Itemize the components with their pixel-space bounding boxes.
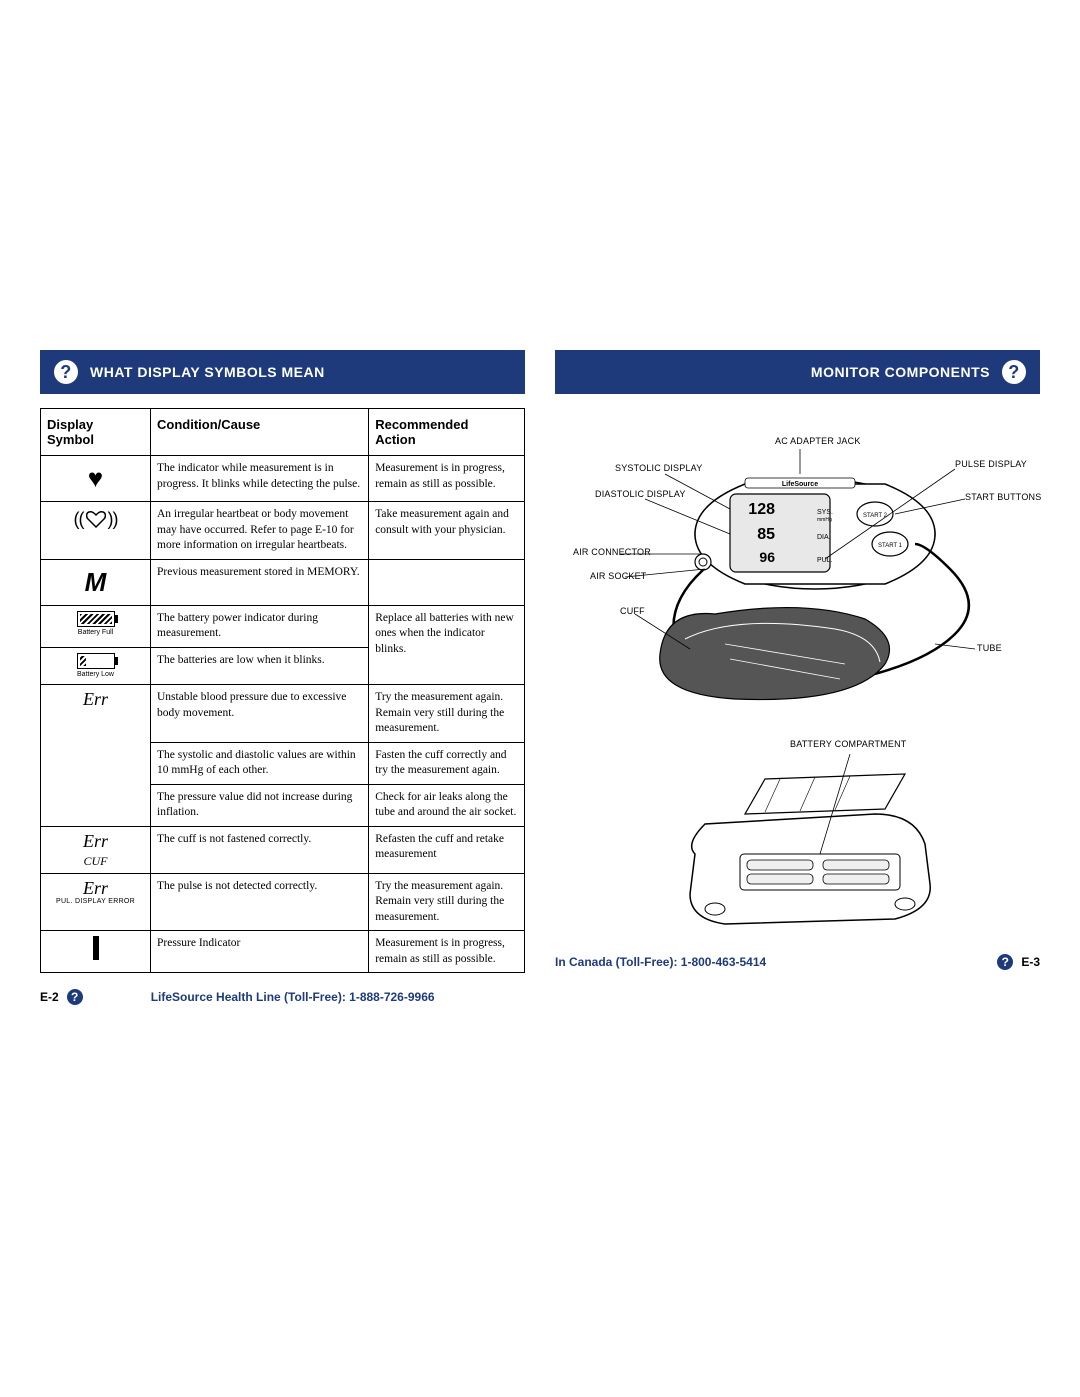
th-action: RecommendedAction xyxy=(369,409,525,456)
cell-condition: The cuff is not fastened correctly. xyxy=(151,826,369,873)
cell-action: Try the measurement again. Remain very s… xyxy=(369,873,525,931)
cell-condition: Previous measurement stored in MEMORY. xyxy=(151,559,369,605)
err-cuf-icon: ErrCUF xyxy=(47,832,144,868)
table-row: Err PUL. DISPLAY ERROR The pulse is not … xyxy=(41,873,525,931)
cell-action: Refasten the cuff and retake measurement xyxy=(369,826,525,873)
table-row: Pressure Indicator Measurement is in pro… xyxy=(41,931,525,973)
question-icon: ? xyxy=(54,360,78,384)
monitor-diagram: 128 SYS. mmHg 85 DIA. 96 PUL. START 2 ST… xyxy=(555,414,1040,954)
cell-condition: The battery power indicator during measu… xyxy=(151,605,369,647)
th-condition: Condition/Cause xyxy=(151,409,369,456)
table-row: Err Unstable blood pressure due to exces… xyxy=(41,685,525,743)
symbols-table: DisplaySymbol Condition/Cause Recommende… xyxy=(40,408,525,973)
heart-icon: ♥ xyxy=(88,464,103,493)
cell-condition: The pressure value did not increase duri… xyxy=(151,784,369,826)
cell-condition: Unstable blood pressure due to excessive… xyxy=(151,685,369,743)
irregular-heartbeat-icon: (()) xyxy=(74,507,118,531)
svg-text:96: 96 xyxy=(759,549,775,565)
table-row: ♥ The indicator while measurement is in … xyxy=(41,456,525,502)
svg-text:PUL.: PUL. xyxy=(817,557,833,564)
label-battery-compartment: BATTERY COMPARTMENT xyxy=(790,739,906,749)
label-systolic: SYSTOLIC DISPLAY xyxy=(615,463,702,473)
left-header-title: WHAT DISPLAY SYMBOLS MEAN xyxy=(90,364,325,380)
battery-low-icon: Battery Low xyxy=(47,653,144,679)
svg-text:DIA.: DIA. xyxy=(817,534,831,541)
cell-condition: The pulse is not detected correctly. xyxy=(151,873,369,931)
page-number-right: E-3 xyxy=(1021,955,1040,969)
table-row: M Previous measurement stored in MEMORY. xyxy=(41,559,525,605)
right-footer: In Canada (Toll-Free): 1-800-463-5414 ? … xyxy=(555,954,1040,970)
label-pulse: PULSE DISPLAY xyxy=(955,459,1027,469)
cell-condition: Pressure Indicator xyxy=(151,931,369,973)
svg-text:mmHg: mmHg xyxy=(817,517,832,523)
label-air-connector: AIR CONNECTOR xyxy=(573,547,651,557)
cell-action: Take measurement again and consult with … xyxy=(369,502,525,560)
table-row: Battery Full The battery power indicator… xyxy=(41,605,525,647)
table-row: ErrCUF The cuff is not fastened correctl… xyxy=(41,826,525,873)
left-footer: E-2 ? LifeSource Health Line (Toll-Free)… xyxy=(40,989,525,1005)
cell-action: Replace all batteries with new ones when… xyxy=(369,605,525,684)
right-footer-text: In Canada (Toll-Free): 1-800-463-5414 xyxy=(555,955,766,969)
right-header-bar: MONITOR COMPONENTS ? xyxy=(555,350,1040,394)
cell-action xyxy=(369,559,525,605)
table-row: (()) An irregular heartbeat or body move… xyxy=(41,502,525,560)
svg-text:85: 85 xyxy=(757,526,775,543)
label-ac-adapter: AC ADAPTER JACK xyxy=(775,436,861,446)
err-icon: Err xyxy=(83,689,108,709)
memory-icon: M xyxy=(85,567,107,597)
cell-condition: The indicator while measurement is in pr… xyxy=(151,456,369,502)
cell-action: Try the measurement again. Remain very s… xyxy=(369,685,525,743)
label-cuff: CUFF xyxy=(620,606,645,616)
cell-action: Check for air leaks along the tube and a… xyxy=(369,784,525,826)
cell-condition: The batteries are low when it blinks. xyxy=(151,647,369,684)
right-page: MONITOR COMPONENTS ? 128 SYS. mmHg 85 DI… xyxy=(555,350,1040,1005)
cell-condition: An irregular heartbeat or body movement … xyxy=(151,502,369,560)
err-pul-icon: Err PUL. DISPLAY ERROR xyxy=(47,879,144,906)
label-start: START BUTTONS xyxy=(965,492,1041,502)
question-icon-small: ? xyxy=(997,954,1013,970)
svg-text:START 1: START 1 xyxy=(878,543,903,549)
th-symbol: DisplaySymbol xyxy=(41,409,151,456)
svg-text:LifeSource: LifeSource xyxy=(782,481,818,488)
right-header-title: MONITOR COMPONENTS xyxy=(811,364,990,380)
pressure-indicator-icon xyxy=(93,936,99,960)
left-header-bar: ? WHAT DISPLAY SYMBOLS MEAN xyxy=(40,350,525,394)
left-footer-text: LifeSource Health Line (Toll-Free): 1-88… xyxy=(151,990,435,1004)
question-icon-small: ? xyxy=(67,989,83,1005)
question-icon: ? xyxy=(1002,360,1026,384)
cell-condition: The systolic and diastolic values are wi… xyxy=(151,742,369,784)
label-tube: TUBE xyxy=(977,643,1002,653)
cell-action: Measurement is in progress, remain as st… xyxy=(369,931,525,973)
cell-action: Fasten the cuff correctly and try the me… xyxy=(369,742,525,784)
battery-full-icon: Battery Full xyxy=(47,611,144,637)
page-number-left: E-2 xyxy=(40,990,59,1004)
label-diastolic: DIASTOLIC DISPLAY xyxy=(595,489,686,499)
left-page: ? WHAT DISPLAY SYMBOLS MEAN DisplaySymbo… xyxy=(40,350,525,1005)
cell-action: Measurement is in progress, remain as st… xyxy=(369,456,525,502)
label-air-socket: AIR SOCKET xyxy=(590,571,647,581)
svg-text:128: 128 xyxy=(748,501,775,518)
monitor-bottom-illustration xyxy=(635,754,985,954)
svg-text:SYS.: SYS. xyxy=(817,509,833,516)
